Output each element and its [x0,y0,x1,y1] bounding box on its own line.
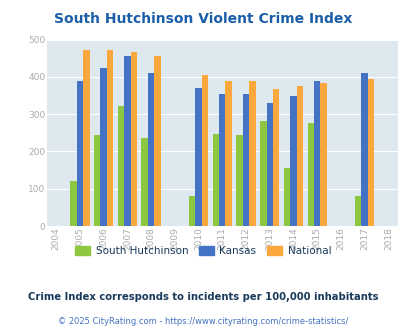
Bar [266,103,272,226]
Bar [188,196,195,226]
Bar [283,168,290,226]
Bar [83,50,89,226]
Bar [154,56,160,226]
Bar [195,88,201,226]
Bar [94,135,100,226]
Bar [272,89,279,226]
Bar [77,81,83,226]
Bar [249,82,255,226]
Bar [290,96,296,226]
Bar [296,86,303,226]
Bar [225,82,231,226]
Bar [130,52,136,226]
Bar [147,73,154,226]
Bar [354,196,360,226]
Bar [367,79,373,226]
Bar [236,135,242,226]
Bar [260,121,266,226]
Bar [219,94,225,226]
Bar [124,56,130,226]
Bar [107,50,113,226]
Text: South Hutchinson Violent Crime Index: South Hutchinson Violent Crime Index [54,12,351,25]
Bar [313,81,320,226]
Bar [70,181,77,226]
Text: Crime Index corresponds to incidents per 100,000 inhabitants: Crime Index corresponds to incidents per… [28,292,377,302]
Bar [212,134,219,226]
Bar [201,75,208,226]
Bar [320,83,326,226]
Legend: South Hutchinson, Kansas, National: South Hutchinson, Kansas, National [70,242,335,260]
Bar [242,94,249,226]
Text: © 2025 CityRating.com - https://www.cityrating.com/crime-statistics/: © 2025 CityRating.com - https://www.city… [58,317,347,326]
Bar [360,73,367,226]
Bar [117,106,124,226]
Bar [100,68,107,226]
Bar [141,138,147,226]
Bar [307,123,313,226]
